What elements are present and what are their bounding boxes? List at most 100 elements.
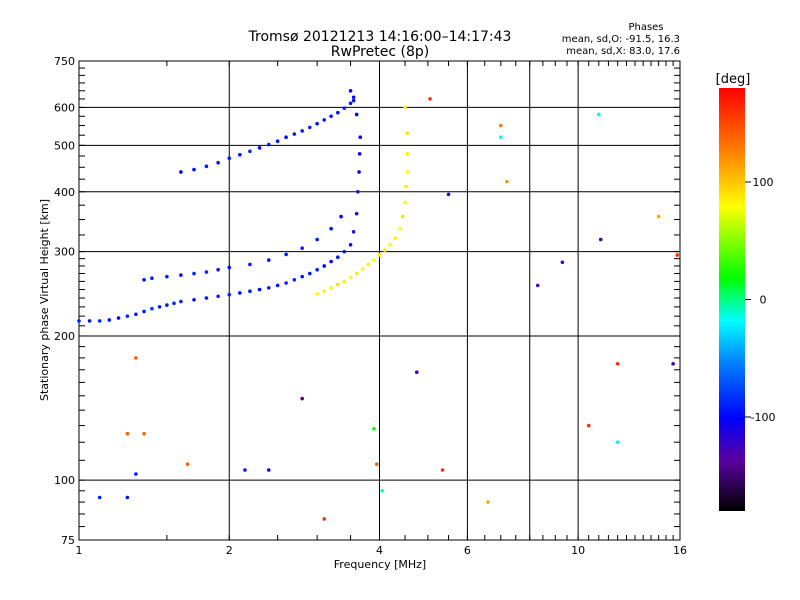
echo-point [142,431,146,436]
echo-point [307,271,312,276]
echo-point [671,361,675,366]
echo-point [360,267,365,271]
echo-point [354,112,359,117]
echo-point [336,255,340,260]
echo-point [400,214,405,219]
echo-point [404,184,408,189]
echo-point [284,252,288,257]
y-tick-label: 200 [54,330,75,343]
y-tick-label: 500 [54,139,75,152]
echo-point [134,472,138,476]
echo-point [300,129,304,133]
echo-point [405,131,410,136]
echo-point [204,164,209,169]
echo-point [357,152,362,156]
echo-point [227,156,232,161]
echo-point [165,274,169,279]
echo-point [329,114,333,119]
echo-point [315,237,319,242]
echo-point [351,98,356,103]
echo-point [398,226,402,231]
echo-point [366,262,371,267]
echo-point [403,105,407,110]
echo-point [275,139,280,144]
echo-point [116,316,121,320]
echo-point [329,286,333,290]
echo-point [300,246,304,250]
x-tick-label: 4 [376,544,383,557]
echo-point [356,189,360,194]
x-tick-label: 16 [673,544,687,557]
y-tick-label: 100 [54,474,75,487]
echo-point [329,259,333,264]
echo-point [446,192,451,197]
echo-point [357,170,361,174]
echo-point [322,289,327,294]
echo-point [216,160,220,165]
echo-point [336,110,340,115]
echo-point [486,500,490,504]
echo-point [192,271,196,276]
echo-point [150,306,154,311]
y-tick-label: 600 [54,101,75,114]
echo-point [315,291,319,296]
echo-point [257,287,262,292]
echo-point [380,489,384,493]
echo-point [615,440,620,445]
colorbar-tick-label: 100 [753,176,774,189]
echo-point [403,200,407,205]
echo-point [342,249,347,254]
chart-title: Tromsø 20121213 14:16:00–14:17:43 [248,29,512,45]
colorbar-tick-label: 0 [760,294,767,307]
y-tick-label: 75 [61,534,75,547]
echo-point [596,112,601,117]
x-axis-label: Frequency [MHz] [334,558,426,571]
phases-title: Phases [628,22,663,33]
echo-point [172,301,176,306]
echo-point [560,260,565,265]
echo-point [179,170,183,174]
x-tick-label: 2 [226,544,233,557]
echo-point [405,152,410,156]
phases-o-stats: mean, sd,O: -91.5, 16.3 [562,34,680,45]
echo-point [142,277,146,282]
echo-point [134,356,138,360]
axis-ticks: 1 2 4 6 10 16 75 100 200 300 400 500 600 750 [54,55,687,557]
echo-point [227,292,232,297]
echo-point [342,106,347,110]
echo-point [125,431,130,436]
echo-point [300,396,304,401]
echo-point [266,142,271,147]
echo-point [179,273,183,277]
colorbar-tick-label: -100 [751,411,776,424]
echo-point [377,253,382,257]
echo-point [284,135,288,139]
echo-point [150,276,154,281]
echo-point [499,123,503,128]
chart-subtitle: RwPretec (8p) [331,44,429,60]
x-tick-label: 1 [76,544,83,557]
echo-point [238,291,242,295]
echo-point [204,270,209,274]
colorbar-ticks: 100 0 -100 [745,176,775,424]
echo-point [204,296,209,300]
echo-point [405,170,410,174]
echo-point [499,135,503,139]
echo-point [307,125,312,130]
echo-point [535,283,540,288]
echo-point [372,427,376,431]
echo-point [266,258,271,262]
echo-point [216,267,220,272]
x-tick-label: 6 [464,544,471,557]
y-tick-label: 750 [54,55,75,68]
echo-point [157,305,162,309]
colorbar: [deg] 100 0 -100 [716,72,775,511]
echo-point [372,258,376,262]
echo-point [440,468,445,472]
echo-point [598,237,603,242]
echo-point [414,370,419,375]
phases-x-stats: mean, sd,X: 83.0, 17.6 [566,46,680,57]
echo-point [615,361,620,366]
x-tick-label: 10 [571,544,585,557]
